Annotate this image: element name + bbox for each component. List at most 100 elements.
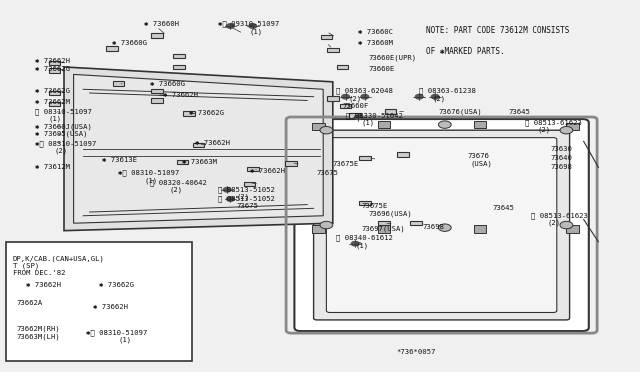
Text: Ⓢ 08320-40642: Ⓢ 08320-40642 bbox=[150, 179, 207, 186]
Text: 73675: 73675 bbox=[237, 203, 259, 209]
Text: (1): (1) bbox=[362, 119, 375, 126]
Text: (USA): (USA) bbox=[470, 160, 492, 167]
Text: (2): (2) bbox=[237, 194, 250, 201]
Bar bbox=[49, 91, 60, 95]
Circle shape bbox=[438, 224, 451, 231]
Bar bbox=[410, 221, 422, 225]
Text: 73676: 73676 bbox=[467, 153, 489, 159]
Bar bbox=[312, 123, 325, 130]
Text: 73675: 73675 bbox=[317, 170, 339, 176]
Text: 73697(USA): 73697(USA) bbox=[362, 225, 405, 232]
Text: ✱ 73662G: ✱ 73662G bbox=[35, 88, 70, 94]
Circle shape bbox=[320, 126, 333, 134]
Bar bbox=[474, 121, 486, 128]
Text: Ⓢ 08363-62048: Ⓢ 08363-62048 bbox=[336, 88, 393, 94]
Text: ✱ 73662H: ✱ 73662H bbox=[250, 168, 285, 174]
Bar bbox=[183, 111, 195, 116]
Circle shape bbox=[355, 115, 362, 119]
Bar bbox=[327, 96, 339, 101]
Text: Ⓢ 08513-61623: Ⓢ 08513-61623 bbox=[531, 212, 588, 219]
Bar bbox=[151, 98, 163, 103]
Circle shape bbox=[227, 24, 234, 28]
Circle shape bbox=[223, 187, 231, 192]
Text: ✱ 73660C: ✱ 73660C bbox=[358, 29, 394, 35]
Text: (2): (2) bbox=[538, 127, 551, 134]
Text: ✱Ⓢ 08310-51097: ✱Ⓢ 08310-51097 bbox=[86, 330, 148, 336]
Text: 73645: 73645 bbox=[493, 205, 515, 211]
FancyBboxPatch shape bbox=[326, 138, 557, 312]
Text: (2): (2) bbox=[432, 95, 445, 102]
Bar bbox=[378, 221, 390, 225]
Bar bbox=[151, 33, 163, 38]
Bar bbox=[378, 121, 390, 128]
Circle shape bbox=[431, 94, 439, 99]
Text: (2): (2) bbox=[349, 95, 362, 102]
Text: DP,K/CAB.(CAN+USA,GL): DP,K/CAB.(CAN+USA,GL) bbox=[13, 255, 105, 262]
Bar bbox=[151, 89, 163, 93]
Circle shape bbox=[342, 94, 349, 99]
Text: Ⓢ 08513-61623: Ⓢ 08513-61623 bbox=[525, 119, 582, 126]
Text: T (SP): T (SP) bbox=[13, 263, 39, 269]
Text: 73676(USA): 73676(USA) bbox=[438, 108, 482, 115]
Text: (1): (1) bbox=[118, 336, 132, 343]
Text: OF ✱MARKED PARTS.: OF ✱MARKED PARTS. bbox=[426, 46, 504, 55]
Bar bbox=[359, 201, 371, 205]
Circle shape bbox=[351, 241, 359, 246]
FancyBboxPatch shape bbox=[314, 130, 570, 320]
Text: (1): (1) bbox=[250, 28, 263, 35]
Text: (1): (1) bbox=[48, 116, 61, 122]
Bar bbox=[474, 225, 486, 232]
Text: (2): (2) bbox=[170, 186, 183, 193]
Bar bbox=[247, 167, 259, 171]
FancyBboxPatch shape bbox=[294, 119, 589, 331]
Text: NOTE: PART CODE 73612M CONSISTS: NOTE: PART CODE 73612M CONSISTS bbox=[426, 26, 569, 35]
Bar bbox=[349, 113, 361, 118]
Bar bbox=[173, 54, 185, 58]
Text: ✱ 73662H: ✱ 73662H bbox=[26, 282, 61, 288]
Text: Ⓢ 08513-51052: Ⓢ 08513-51052 bbox=[218, 186, 275, 193]
Text: ✱ 73662M: ✱ 73662M bbox=[35, 99, 70, 105]
Bar bbox=[321, 35, 332, 39]
Text: ✱ 73613E: ✱ 73613E bbox=[102, 157, 138, 163]
Text: ✱ 73662G: ✱ 73662G bbox=[35, 66, 70, 72]
Polygon shape bbox=[64, 67, 333, 231]
Text: ✱ 73660J(USA): ✱ 73660J(USA) bbox=[35, 123, 92, 130]
Text: ✱ 73662H: ✱ 73662H bbox=[93, 304, 128, 310]
Bar bbox=[193, 143, 204, 147]
Text: ✱ 73663M: ✱ 73663M bbox=[182, 159, 218, 165]
Text: ✱ 73612M: ✱ 73612M bbox=[35, 164, 70, 170]
Bar bbox=[566, 123, 579, 130]
Text: 73645: 73645 bbox=[509, 109, 531, 115]
Text: Ⓢ 08363-61238: Ⓢ 08363-61238 bbox=[419, 88, 476, 94]
Bar bbox=[340, 104, 351, 108]
Bar bbox=[285, 161, 297, 166]
Circle shape bbox=[320, 221, 333, 229]
Bar bbox=[49, 102, 60, 106]
Text: 73660F: 73660F bbox=[342, 103, 369, 109]
Text: (1): (1) bbox=[144, 177, 157, 184]
Bar bbox=[337, 65, 348, 69]
Text: *736*0057: *736*0057 bbox=[397, 349, 436, 355]
Text: (2): (2) bbox=[547, 220, 561, 227]
Text: 73696(USA): 73696(USA) bbox=[368, 211, 412, 217]
Text: 73675E: 73675E bbox=[333, 161, 359, 167]
Text: 73698: 73698 bbox=[422, 224, 444, 230]
Text: ✱Ⓢ 09310-51097: ✱Ⓢ 09310-51097 bbox=[218, 21, 279, 28]
Text: 73675E: 73675E bbox=[362, 203, 388, 209]
Text: (1): (1) bbox=[355, 242, 369, 249]
Text: ✱ 73662G: ✱ 73662G bbox=[99, 282, 134, 288]
Text: ✱ 73662H: ✱ 73662H bbox=[195, 140, 230, 146]
Text: 73640: 73640 bbox=[550, 155, 572, 161]
Circle shape bbox=[361, 94, 369, 99]
Text: 73663M(LH): 73663M(LH) bbox=[16, 333, 60, 340]
Circle shape bbox=[249, 24, 257, 28]
Bar bbox=[312, 225, 325, 232]
Text: Ⓢ 08310-51097: Ⓢ 08310-51097 bbox=[35, 108, 92, 115]
Text: ✱Ⓢ 08310-51097: ✱Ⓢ 08310-51097 bbox=[35, 140, 97, 147]
Bar bbox=[113, 81, 124, 86]
Bar bbox=[106, 46, 118, 51]
Text: ✱ 73660H: ✱ 73660H bbox=[144, 21, 179, 27]
Text: Ⓢ 08513-51052: Ⓢ 08513-51052 bbox=[218, 196, 275, 202]
Text: ✱ 73662H: ✱ 73662H bbox=[35, 58, 70, 64]
Bar bbox=[49, 68, 60, 73]
